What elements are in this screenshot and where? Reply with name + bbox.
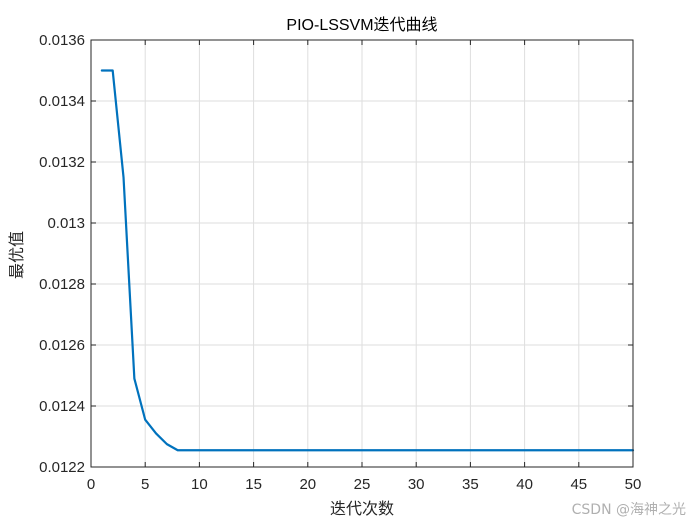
y-axis-label: 最优值 xyxy=(7,231,26,279)
x-axis-label: 迭代次数 xyxy=(330,499,394,518)
y-tick-label: 0.0124 xyxy=(39,398,85,415)
x-tick-label: 50 xyxy=(625,476,642,493)
chart-title: PIO-LSSVM迭代曲线 xyxy=(286,16,437,34)
series-layer xyxy=(100,69,635,452)
x-axis-ticks: 0 5 10 15 20 25 30 35 40 45 50 xyxy=(87,40,642,493)
x-tick-label: 40 xyxy=(516,476,533,493)
y-tick-label: 0.0128 xyxy=(39,276,85,293)
y-tick-label: 0.0132 xyxy=(39,154,85,171)
x-tick-label: 45 xyxy=(570,476,587,493)
x-tick-label: 30 xyxy=(408,476,425,493)
y-axis-ticks: 0.0122 0.0124 0.0126 0.0128 0.013 0.0132 0.013… xyxy=(39,32,633,476)
x-tick-label: 5 xyxy=(141,476,149,493)
x-tick-label: 10 xyxy=(191,476,208,493)
grid-lines xyxy=(91,40,633,467)
y-tick-label: 0.0122 xyxy=(39,459,85,476)
y-tick-label: 0.0126 xyxy=(39,337,85,354)
watermark-text: CSDN @海神之光 xyxy=(572,502,686,518)
x-tick-label: 20 xyxy=(299,476,316,493)
x-tick-label: 35 xyxy=(462,476,479,493)
y-tick-label: 0.0134 xyxy=(39,93,85,110)
x-tick-label: 25 xyxy=(354,476,371,493)
x-tick-label: 0 xyxy=(87,476,95,493)
x-tick-label: 15 xyxy=(245,476,262,493)
series-line xyxy=(100,69,635,452)
y-tick-label: 0.0136 xyxy=(39,32,85,49)
y-tick-label: 0.013 xyxy=(47,215,85,232)
